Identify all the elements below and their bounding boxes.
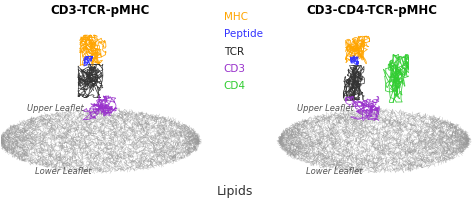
Text: MHC: MHC bbox=[224, 12, 248, 22]
Text: Lipids: Lipids bbox=[217, 185, 253, 198]
Text: TCR: TCR bbox=[224, 47, 244, 57]
Text: CD3-CD4-TCR-pMHC: CD3-CD4-TCR-pMHC bbox=[306, 4, 437, 17]
Text: CD3-TCR-pMHC: CD3-TCR-pMHC bbox=[50, 4, 150, 17]
Text: Upper Leaflet: Upper Leaflet bbox=[298, 104, 354, 113]
Text: CD4: CD4 bbox=[224, 81, 246, 91]
Text: Peptide: Peptide bbox=[224, 29, 263, 39]
Text: Upper Leaflet: Upper Leaflet bbox=[27, 104, 83, 113]
Text: CD3: CD3 bbox=[224, 64, 246, 74]
Text: Lower Leaflet: Lower Leaflet bbox=[306, 166, 362, 176]
Text: Lower Leaflet: Lower Leaflet bbox=[35, 166, 91, 176]
